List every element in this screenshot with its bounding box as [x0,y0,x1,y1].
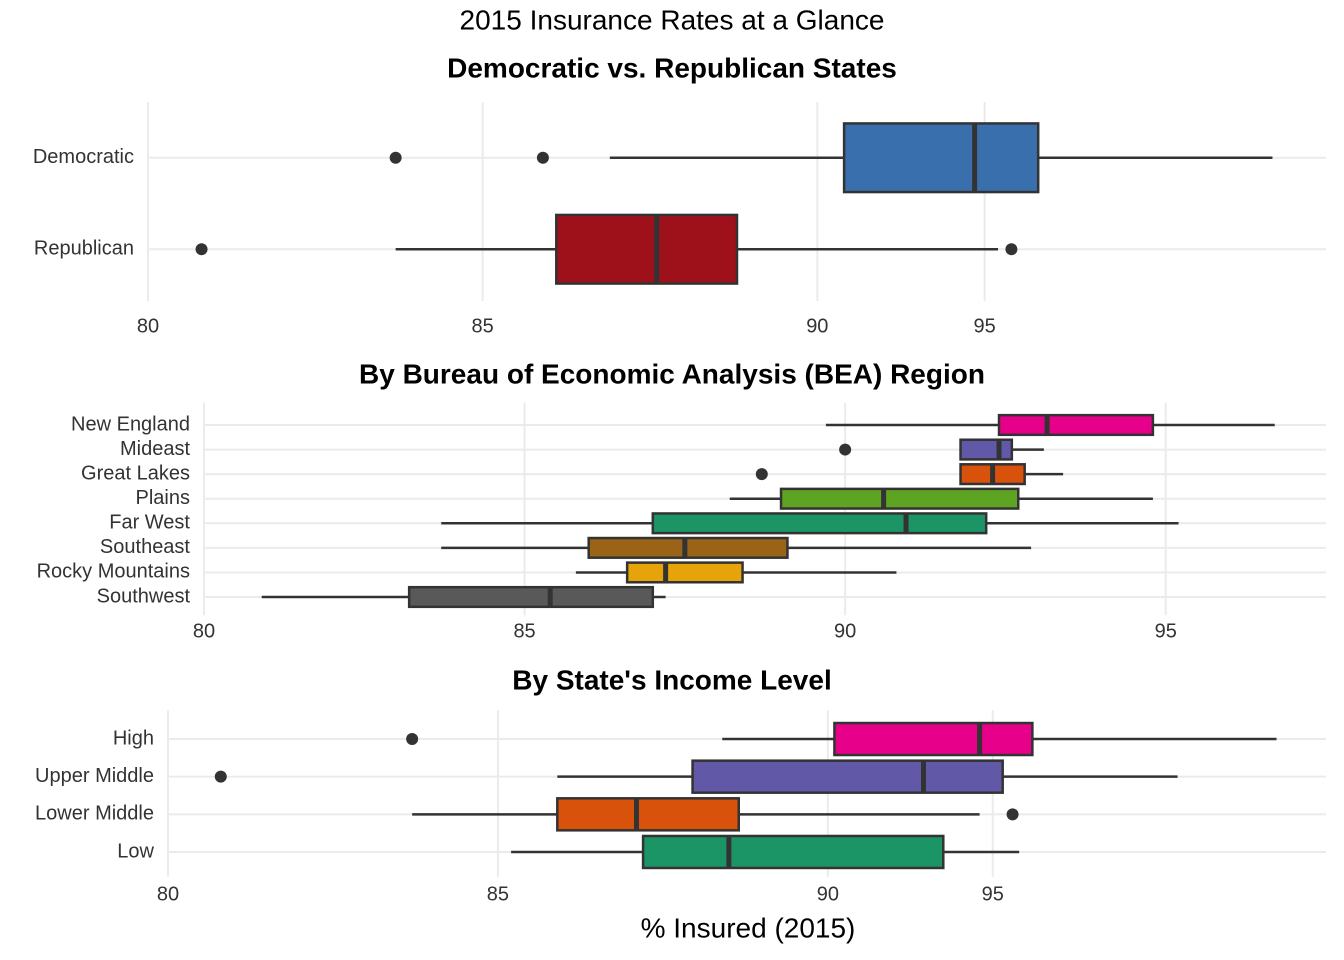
x-tick-label: 90 [834,620,856,642]
box [641,834,945,870]
box [555,213,739,285]
y-tick-label: Lower Middle [35,803,154,825]
box [625,561,744,584]
box [587,536,789,559]
box [651,512,988,535]
x-tick-label: 85 [487,883,509,905]
outlier [1005,243,1018,256]
x-tick-label: 85 [513,620,535,642]
outlier [195,243,208,256]
y-tick-label: Southwest [97,585,191,607]
y-tick-label: Far West [109,512,190,534]
chart-title: 2015 Insurance Rates at a Glance [460,4,885,35]
box [842,122,1040,194]
x-tick-label: 95 [974,315,996,337]
x-axis-label: % Insured (2015) [641,912,856,943]
x-tick-label: 95 [982,883,1004,905]
panel-title: By State's Income Level [512,664,831,695]
y-tick-label: New England [71,413,190,435]
y-tick-label: Upper Middle [35,765,154,787]
box [779,487,1020,510]
outlier [406,733,419,746]
y-tick-label: Republican [34,238,134,260]
outlier [389,151,402,164]
x-tick-label: 80 [137,315,159,337]
y-tick-label: Mideast [120,438,190,460]
outlier [536,151,549,164]
box [997,413,1155,437]
y-tick-label: Southeast [100,536,191,558]
y-tick-label: Plains [136,487,190,509]
box [833,721,1034,757]
y-tick-label: Rocky Mountains [37,561,190,583]
y-tick-label: High [113,727,154,749]
box [959,438,1014,461]
box [691,759,1004,794]
outlier [214,770,227,783]
y-tick-label: Great Lakes [81,462,190,484]
x-tick-label: 80 [157,883,179,905]
y-tick-label: Low [117,840,154,862]
x-tick-label: 95 [1155,620,1177,642]
outlier [839,443,852,456]
outlier [755,468,768,481]
x-tick-label: 90 [806,315,828,337]
panel-title: By Bureau of Economic Analysis (BEA) Reg… [359,358,985,389]
x-tick-label: 80 [193,620,215,642]
box [556,797,741,832]
y-tick-label: Democratic [33,146,134,168]
panel-title: Democratic vs. Republican States [447,52,897,83]
outlier [1006,808,1019,821]
box [407,585,655,609]
x-tick-label: 90 [817,883,839,905]
x-tick-label: 85 [472,315,494,337]
